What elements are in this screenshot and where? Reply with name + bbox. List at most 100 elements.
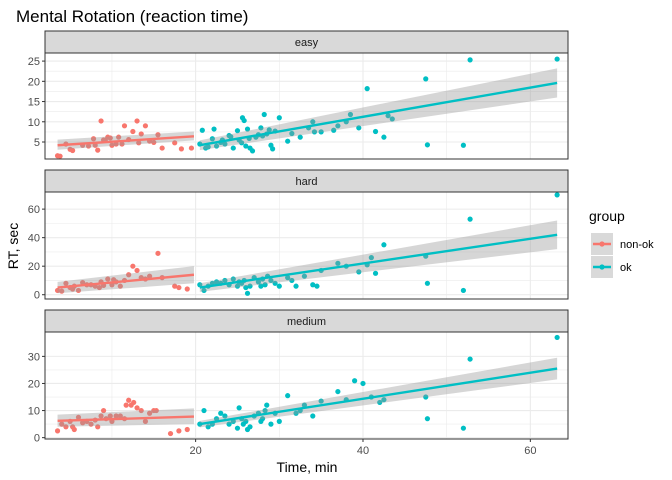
point-non-ok bbox=[90, 136, 97, 142]
point-non-ok bbox=[130, 128, 136, 135]
point-ok bbox=[228, 134, 234, 140]
point-non-ok bbox=[107, 135, 113, 141]
point-ok bbox=[385, 113, 391, 119]
fit-line-ok bbox=[199, 367, 558, 426]
point-ok bbox=[467, 216, 473, 222]
point-non-ok bbox=[113, 413, 119, 419]
point-non-ok bbox=[138, 131, 144, 137]
point-non-ok bbox=[147, 273, 153, 279]
point-ok bbox=[424, 280, 431, 286]
point-ok bbox=[258, 125, 264, 131]
point-ok bbox=[213, 416, 220, 422]
point-ok bbox=[314, 283, 320, 289]
point-ok bbox=[222, 277, 228, 284]
point-non-ok bbox=[117, 283, 123, 289]
point-non-ok bbox=[172, 140, 178, 146]
y-tick-label: 60 bbox=[28, 204, 40, 216]
confidence-band-non-ok bbox=[57, 266, 194, 294]
point-non-ok bbox=[172, 283, 178, 289]
point-non-ok bbox=[126, 272, 132, 278]
x-tick-label: 20 bbox=[189, 445, 201, 457]
legend-item-ok: ok bbox=[591, 256, 632, 278]
legend: group non-ok ok bbox=[589, 208, 654, 278]
point-non-ok bbox=[96, 284, 102, 291]
point-ok bbox=[311, 129, 318, 135]
y-tick-label: 10 bbox=[28, 117, 40, 129]
legend-label: non-ok bbox=[620, 239, 654, 251]
point-non-ok bbox=[155, 132, 161, 138]
strip-label: hard bbox=[295, 176, 317, 188]
point-ok bbox=[226, 421, 232, 427]
point-ok bbox=[372, 128, 379, 135]
strip-label: easy bbox=[295, 37, 319, 49]
point-non-ok bbox=[136, 140, 142, 146]
point-non-ok bbox=[131, 399, 137, 406]
point-ok bbox=[460, 425, 466, 431]
fit-line-non-ok bbox=[57, 415, 194, 423]
point-ok bbox=[213, 279, 220, 285]
point-ok bbox=[199, 127, 205, 133]
point-ok bbox=[266, 127, 272, 133]
point-ok bbox=[247, 283, 253, 289]
point-non-ok bbox=[134, 118, 140, 124]
point-ok bbox=[259, 416, 266, 422]
point-non-ok bbox=[98, 118, 104, 124]
point-ok bbox=[331, 127, 337, 133]
point-non-ok bbox=[63, 424, 69, 430]
point-non-ok bbox=[138, 407, 144, 414]
point-ok bbox=[424, 142, 431, 148]
point-non-ok bbox=[59, 421, 65, 427]
point-non-ok bbox=[85, 143, 92, 149]
point-non-ok bbox=[63, 280, 69, 286]
point-non-ok bbox=[100, 407, 107, 414]
point-non-ok bbox=[176, 428, 182, 434]
point-ok bbox=[381, 242, 387, 248]
y-tick-label: 5 bbox=[34, 137, 40, 149]
point-ok bbox=[347, 111, 354, 118]
point-ok bbox=[364, 86, 370, 92]
facet-easy: easy 5 10 15 20 25 bbox=[28, 30, 569, 160]
point-non-ok bbox=[88, 421, 94, 427]
point-ok bbox=[268, 421, 274, 427]
strip-label: medium bbox=[287, 316, 326, 328]
point-non-ok bbox=[117, 413, 123, 419]
point-ok bbox=[285, 275, 291, 281]
point-ok bbox=[201, 287, 207, 294]
point-ok bbox=[356, 269, 362, 275]
point-ok bbox=[270, 146, 276, 152]
panel-background bbox=[45, 332, 568, 439]
point-non-ok bbox=[142, 418, 149, 424]
point-ok bbox=[234, 283, 241, 289]
y-tick-label: 0 bbox=[34, 433, 40, 445]
point-ok bbox=[243, 143, 249, 149]
facet-hard: hard 0 20 40 60 bbox=[28, 169, 569, 302]
point-ok bbox=[335, 123, 341, 129]
point-ok bbox=[262, 407, 268, 414]
fit-line-ok bbox=[199, 81, 558, 147]
point-ok bbox=[243, 284, 249, 291]
point-ok bbox=[201, 407, 207, 414]
point-non-ok bbox=[151, 139, 157, 146]
point-non-ok bbox=[105, 276, 111, 282]
y-tick-label: 0 bbox=[34, 290, 40, 302]
y-tick-label: 40 bbox=[28, 233, 40, 245]
point-non-ok bbox=[167, 430, 174, 437]
point-ok bbox=[285, 393, 291, 399]
point-ok bbox=[247, 424, 253, 430]
point-non-ok bbox=[95, 424, 101, 430]
point-non-ok bbox=[80, 279, 86, 286]
legend-title: group bbox=[589, 208, 625, 224]
point-non-ok bbox=[153, 407, 159, 414]
point-non-ok bbox=[126, 397, 132, 403]
point-ok bbox=[310, 282, 316, 288]
point-ok bbox=[372, 270, 379, 276]
point-ok bbox=[222, 413, 228, 419]
point-ok bbox=[360, 380, 366, 387]
point-non-ok bbox=[176, 284, 182, 291]
panel-border bbox=[44, 331, 569, 440]
point-non-ok bbox=[107, 413, 113, 419]
point-ok bbox=[276, 283, 282, 289]
point-ok bbox=[209, 136, 215, 142]
point-ok bbox=[467, 57, 473, 63]
